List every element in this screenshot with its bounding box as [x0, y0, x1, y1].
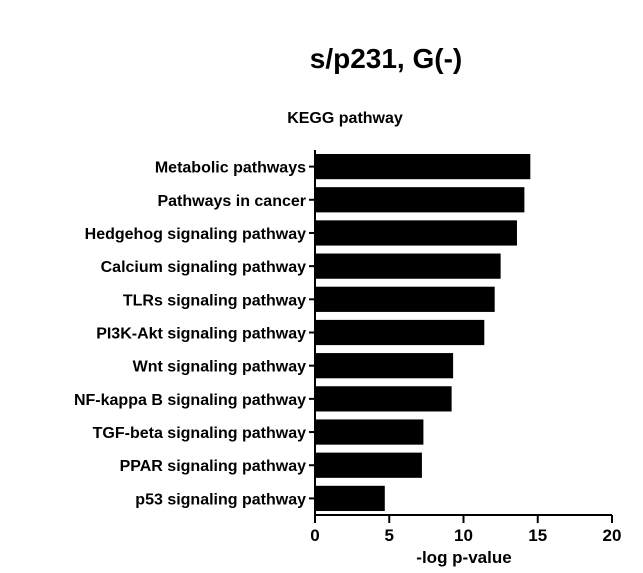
chart-subtitle: KEGG pathway — [287, 110, 403, 127]
category-labels: Metabolic pathways Pathways in cancer Hedg… — [74, 160, 306, 509]
x-tick-label-2: 10 — [454, 526, 473, 545]
bar-10 — [315, 485, 385, 512]
category-label-1: Pathways in cancer — [157, 193, 306, 210]
category-label-6: Wnt signaling pathway — [133, 359, 306, 376]
x-tick-label-4: 20 — [603, 526, 622, 545]
bar-5 — [315, 319, 485, 346]
category-label-5: PI3K-Akt signaling pathway — [96, 326, 306, 343]
bar-1 — [315, 187, 525, 213]
category-label-8: TGF-beta signaling pathway — [93, 425, 306, 442]
bar-3 — [315, 253, 501, 279]
category-label-3: Calcium signaling pathway — [101, 259, 306, 276]
bar-4 — [315, 286, 495, 312]
chart-title: s/p231, G(-) — [310, 43, 462, 74]
bar-9 — [315, 452, 422, 478]
x-tick-label-0: 0 — [310, 526, 319, 545]
bar-0 — [315, 153, 531, 180]
category-label-10: p53 signaling pathway — [135, 491, 306, 508]
bar-7 — [315, 386, 452, 412]
bars-group — [315, 153, 531, 512]
category-label-2: Hedgehog signaling pathway — [85, 226, 306, 243]
category-label-4: TLRs signaling pathway — [123, 292, 306, 309]
bar-8 — [315, 419, 424, 445]
axes: 0 5 10 15 20 — [309, 150, 621, 545]
category-label-7: NF-kappa B signaling pathway — [74, 392, 306, 409]
x-tick-label-3: 15 — [528, 526, 547, 545]
bar-2 — [315, 220, 517, 246]
bar-6 — [315, 353, 454, 379]
x-tick-label-1: 5 — [385, 526, 394, 545]
category-label-0: Metabolic pathways — [155, 160, 306, 177]
x-axis-label: -log p-value — [416, 548, 511, 567]
category-label-9: PPAR signaling pathway — [120, 458, 307, 475]
